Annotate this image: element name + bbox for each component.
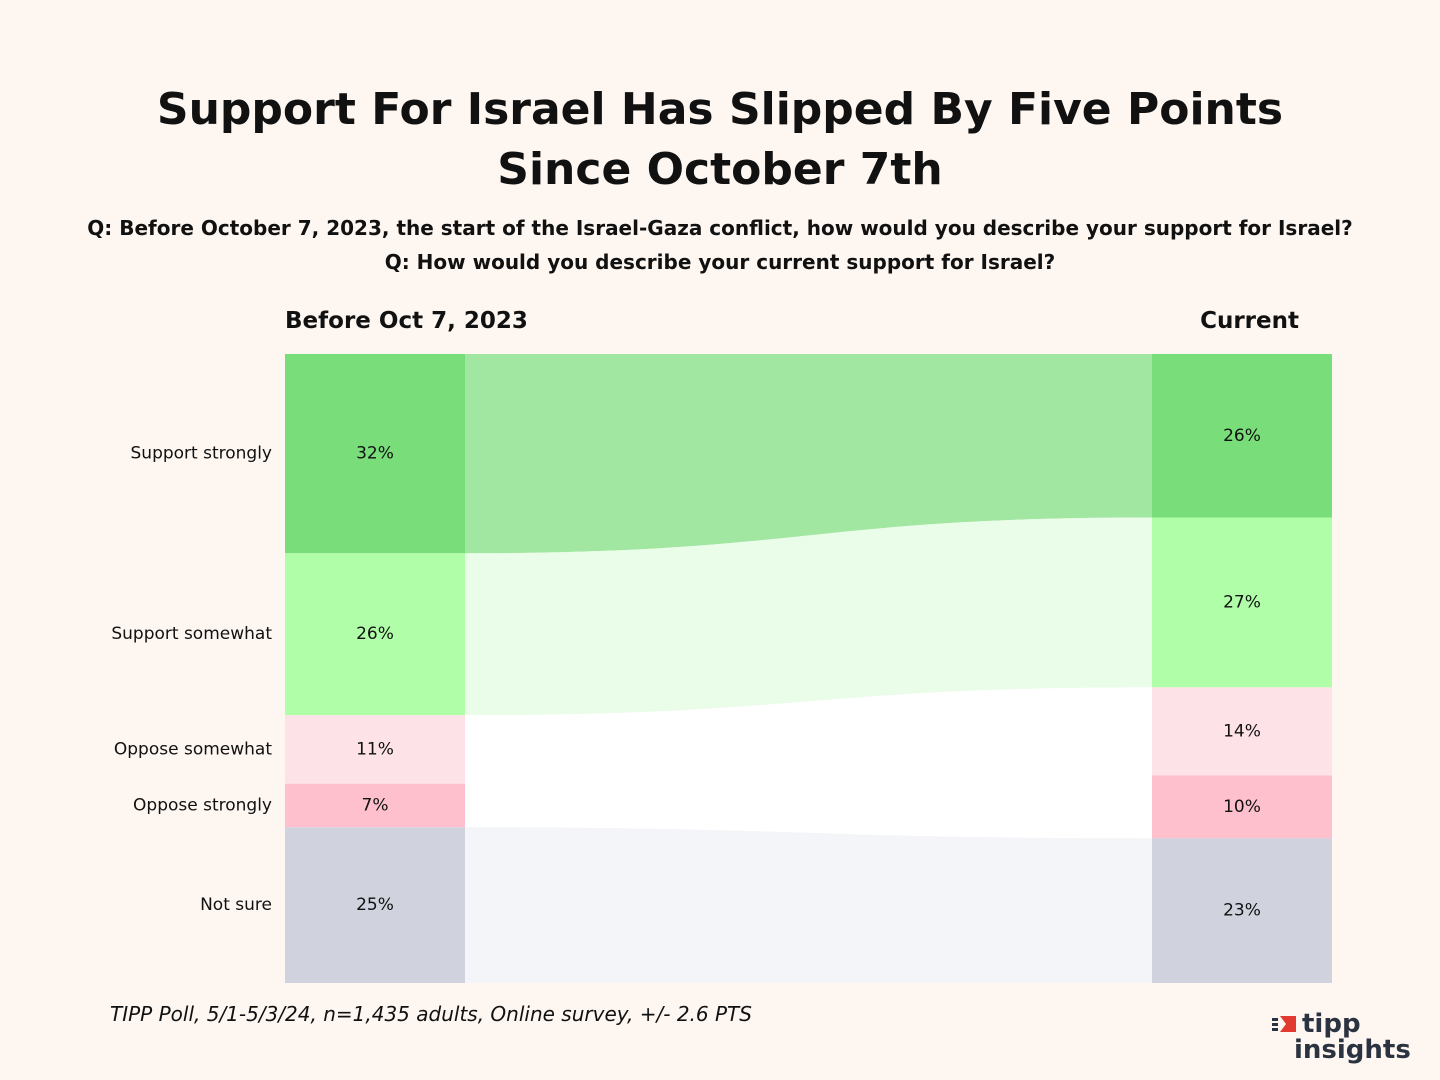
flow-support-strongly [465, 354, 1152, 554]
question-current: Q: How would you describe your current s… [384, 250, 1056, 274]
category-label-support-strongly: Support strongly [131, 444, 273, 464]
value-label-current-oppose-strongly: 10% [1223, 797, 1261, 817]
flow-oppose-somewhat [465, 687, 1152, 784]
flow-support-somewhat [465, 517, 1152, 716]
node-before-oppose-strongly [285, 783, 465, 828]
logo-flag-icon [1272, 1016, 1296, 1032]
value-label-before-oppose-strongly: 7% [362, 796, 389, 816]
node-layer [285, 354, 1332, 983]
tipp-insights-logo: tipp insights [1272, 1009, 1422, 1065]
value-label-current-support-strongly: 26% [1223, 426, 1261, 446]
value-label-current-not-sure: 23% [1223, 901, 1261, 921]
category-label-oppose-somewhat: Oppose somewhat [114, 739, 272, 759]
node-before-not-sure [285, 827, 465, 983]
node-before-support-somewhat [285, 553, 465, 716]
value-label-before-support-strongly: 32% [356, 444, 394, 464]
value-label-current-oppose-somewhat: 14% [1223, 721, 1261, 741]
node-current-support-strongly [1152, 354, 1332, 518]
flow-oppose-strongly [465, 775, 1152, 839]
logo-text-tipp: tipp [1302, 1009, 1361, 1039]
flow-layer [465, 354, 1152, 983]
value-label-current-support-somewhat: 27% [1223, 592, 1261, 612]
node-before-oppose-somewhat [285, 715, 465, 784]
node-before-support-strongly [285, 354, 465, 554]
category-label-support-somewhat: Support somewhat [111, 624, 272, 644]
value-label-before-support-somewhat: 26% [356, 624, 394, 644]
column-header-current: Current [1200, 308, 1299, 334]
source-footnote: TIPP Poll, 5/1-5/3/24, n=1,435 adults, O… [110, 1002, 752, 1026]
value-label-before-not-sure: 25% [356, 895, 394, 915]
category-label-oppose-strongly: Oppose strongly [133, 796, 272, 816]
node-current-oppose-strongly [1152, 775, 1332, 839]
node-current-oppose-somewhat [1152, 687, 1332, 776]
logo-text-insights: insights [1294, 1035, 1411, 1065]
flow-not-sure [465, 827, 1152, 983]
question-before: Q: Before October 7, 2023, the start of … [87, 216, 1353, 240]
category-label-not-sure: Not sure [200, 895, 272, 915]
label-layer: Support strongly 32% 26% Support somewhat 26… [111, 426, 1261, 921]
node-current-support-somewhat [1152, 517, 1332, 688]
chart-title: Support For Israel Has Slipped By Five P… [156, 84, 1284, 195]
value-label-before-oppose-somewhat: 11% [356, 739, 394, 759]
node-current-not-sure [1152, 838, 1332, 983]
column-header-before: Before Oct 7, 2023 [285, 308, 528, 334]
